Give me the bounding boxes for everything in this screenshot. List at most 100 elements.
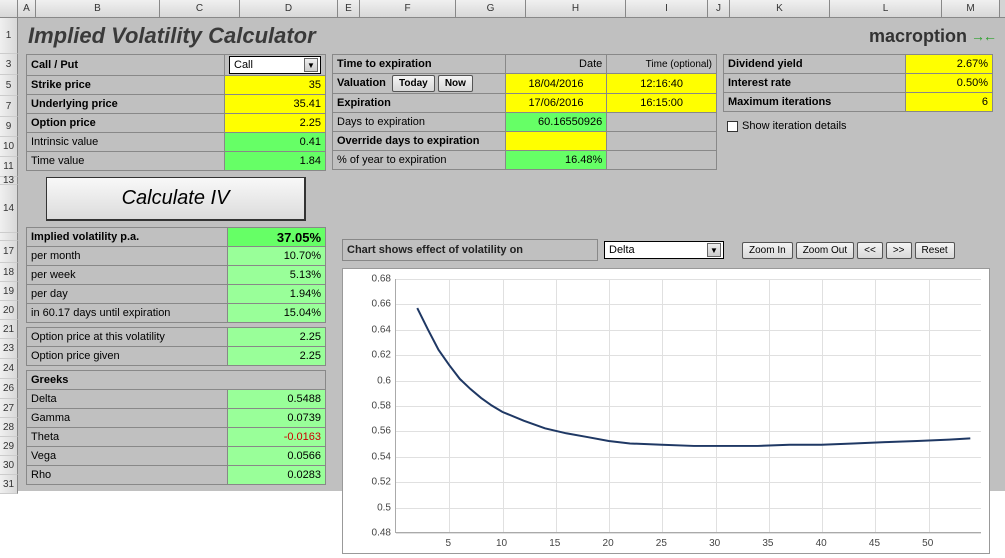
call-put-dropdown[interactable]: Call ▼ bbox=[229, 56, 321, 74]
valuation-text: Valuation bbox=[337, 77, 386, 89]
row-header[interactable]: 21 bbox=[0, 320, 18, 339]
iv-week-value: 5.13% bbox=[228, 266, 326, 285]
row-header[interactable]: 10 bbox=[0, 137, 18, 157]
valuation-time[interactable]: 12:16:40 bbox=[607, 74, 717, 94]
strike-input[interactable]: 35 bbox=[225, 76, 326, 95]
call-put-label: Call / Put bbox=[27, 55, 225, 76]
override-label: Override days to expiration bbox=[333, 132, 506, 151]
greeks-header: Greeks bbox=[27, 371, 326, 390]
greek-value: 0.0739 bbox=[228, 409, 326, 428]
row-header[interactable]: 9 bbox=[0, 117, 18, 137]
row-header[interactable]: 27 bbox=[0, 399, 18, 418]
expiration-date[interactable]: 17/06/2016 bbox=[505, 94, 607, 113]
chart-dropdown-value: Delta bbox=[609, 244, 635, 256]
col-header[interactable]: J bbox=[708, 0, 730, 17]
opt-given-value: 2.25 bbox=[228, 347, 326, 366]
col-header[interactable]: K bbox=[730, 0, 830, 17]
row-header[interactable]: 29 bbox=[0, 437, 18, 456]
col-header[interactable]: F bbox=[360, 0, 456, 17]
row-header[interactable]: 26 bbox=[0, 379, 18, 399]
sheet-body: Implied Volatility Calculator macroption… bbox=[18, 18, 1005, 491]
brand-icon: →← bbox=[971, 28, 995, 44]
expiration-time[interactable]: 16:15:00 bbox=[607, 94, 717, 113]
row-header[interactable]: 11 bbox=[0, 157, 18, 177]
div-label: Dividend yield bbox=[724, 55, 906, 74]
iter-input[interactable]: 6 bbox=[906, 93, 993, 112]
chart-zoomin-button[interactable]: Zoom In bbox=[742, 242, 793, 259]
row-header[interactable]: 13 bbox=[0, 177, 18, 185]
greek-value: 0.5488 bbox=[228, 390, 326, 409]
row-header[interactable]: 18 bbox=[0, 263, 18, 282]
rate-input[interactable]: 0.50% bbox=[906, 74, 993, 93]
row-header[interactable]: 14 bbox=[0, 185, 18, 233]
col-header[interactable]: D bbox=[240, 0, 338, 17]
chart--button[interactable]: >> bbox=[886, 242, 912, 259]
option-price-label: Option price bbox=[27, 114, 225, 133]
brand-text: macroption bbox=[869, 26, 967, 47]
tte-label: Time to expiration bbox=[333, 55, 506, 74]
tte-time-header: Time (optional) bbox=[607, 55, 717, 74]
row-header[interactable]: 7 bbox=[0, 96, 18, 117]
delta-chart: 0.480.50.520.540.560.580.60.620.640.660.… bbox=[342, 268, 990, 554]
underlying-label: Underlying price bbox=[27, 95, 225, 114]
row-header[interactable]: 28 bbox=[0, 418, 18, 437]
calculate-iv-button[interactable]: Calculate IV bbox=[46, 177, 306, 221]
column-headers: ABCDEFGHIJKLM bbox=[0, 0, 1005, 18]
show-iteration-checkbox[interactable]: Show iteration details bbox=[723, 118, 993, 134]
col-header[interactable]: L bbox=[830, 0, 942, 17]
col-header[interactable]: H bbox=[526, 0, 626, 17]
iv-header: Implied volatility p.a. bbox=[27, 228, 228, 247]
col-header[interactable]: E bbox=[338, 0, 360, 17]
row-header[interactable]: 5 bbox=[0, 75, 18, 96]
greek-value: 0.0283 bbox=[228, 466, 326, 485]
chart-ctrl-label: Chart shows effect of volatility on bbox=[342, 239, 598, 261]
days-value: 60.16550926 bbox=[505, 113, 607, 132]
override-empty bbox=[607, 132, 717, 151]
row-header[interactable]: 1 bbox=[0, 18, 18, 54]
div-input[interactable]: 2.67% bbox=[906, 55, 993, 74]
intrinsic-value: 0.41 bbox=[225, 133, 326, 152]
col-header[interactable]: M bbox=[942, 0, 1000, 17]
row-header[interactable]: 31 bbox=[0, 475, 18, 494]
chart-reset-button[interactable]: Reset bbox=[915, 242, 955, 259]
row-header[interactable] bbox=[0, 233, 18, 241]
row-header[interactable]: 30 bbox=[0, 456, 18, 475]
row-header[interactable]: 17 bbox=[0, 241, 18, 263]
col-header[interactable]: B bbox=[36, 0, 160, 17]
pctyear-value: 16.48% bbox=[505, 151, 607, 170]
override-input[interactable] bbox=[505, 132, 607, 151]
now-button[interactable]: Now bbox=[438, 75, 473, 92]
option-price-input[interactable]: 2.25 bbox=[225, 114, 326, 133]
row-header[interactable]: 23 bbox=[0, 339, 18, 359]
valuation-date[interactable]: 18/04/2016 bbox=[505, 74, 607, 94]
iv-week-label: per week bbox=[27, 266, 228, 285]
today-button[interactable]: Today bbox=[392, 75, 435, 92]
underlying-input[interactable]: 35.41 bbox=[225, 95, 326, 114]
days-empty bbox=[607, 113, 717, 132]
iv-value: 37.05% bbox=[228, 228, 326, 247]
intrinsic-label: Intrinsic value bbox=[27, 133, 225, 152]
col-header[interactable]: A bbox=[18, 0, 36, 17]
strike-label: Strike price bbox=[27, 76, 225, 95]
expiration-label: Expiration bbox=[333, 94, 506, 113]
call-put-value: Call bbox=[234, 59, 253, 71]
row-header[interactable]: 3 bbox=[0, 54, 18, 75]
timevalue-value: 1.84 bbox=[225, 152, 326, 171]
brand-logo: macroption →← bbox=[869, 26, 995, 47]
greek-label: Delta bbox=[27, 390, 228, 409]
col-header[interactable]: I bbox=[626, 0, 708, 17]
chart-dropdown[interactable]: Delta ▼ bbox=[604, 241, 724, 259]
greek-value: 0.0566 bbox=[228, 447, 326, 466]
chart-zoomout-button[interactable]: Zoom Out bbox=[796, 242, 854, 259]
rate-label: Interest rate bbox=[724, 74, 906, 93]
col-header[interactable]: G bbox=[456, 0, 526, 17]
chart-section: Chart shows effect of volatility on Delt… bbox=[342, 236, 990, 554]
row-header[interactable]: 20 bbox=[0, 301, 18, 320]
iv-day-value: 1.94% bbox=[228, 285, 326, 304]
chart--button[interactable]: << bbox=[857, 242, 883, 259]
col-header[interactable]: C bbox=[160, 0, 240, 17]
row-header[interactable]: 24 bbox=[0, 359, 18, 379]
greek-value: -0.0163 bbox=[228, 428, 326, 447]
row-header[interactable]: 19 bbox=[0, 282, 18, 301]
row-headers: 135791011131417181920212324262728293031 bbox=[0, 18, 18, 494]
